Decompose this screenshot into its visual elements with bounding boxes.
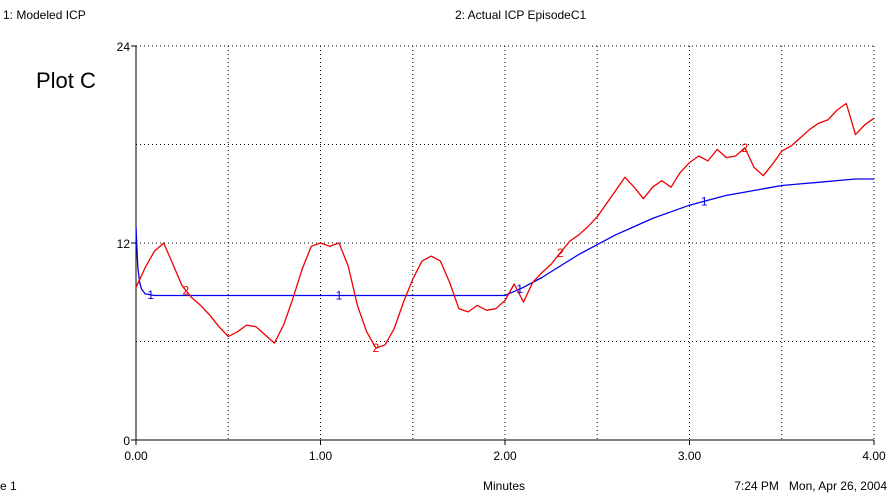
legend-series-1: 1: Modeled ICP <box>3 8 86 22</box>
page-fragment-label: e 1 <box>0 479 17 493</box>
x-tick-labels: 0.00 1.00 2.00 3.00 4.00 <box>124 449 886 463</box>
series-lines <box>135 102 875 349</box>
x-axis-unit-label: Minutes <box>483 479 525 493</box>
axes <box>131 45 875 445</box>
series-2-marker: 2 <box>373 341 380 355</box>
chart-title: Plot C <box>36 68 96 93</box>
y-tick-labels: 0 12 24 <box>117 40 131 448</box>
series-markers: 1 1 1 1 2 2 2 2 <box>147 141 748 355</box>
series-1-marker: 1 <box>336 289 343 303</box>
series-2-marker: 2 <box>557 246 564 260</box>
y-tick-label: 24 <box>117 40 131 54</box>
series-1-marker: 1 <box>147 288 154 302</box>
x-tick-label: 0.00 <box>124 449 148 463</box>
grid-lines <box>136 45 875 440</box>
series-2-marker: 2 <box>182 283 189 297</box>
series-line-1 <box>135 178 874 297</box>
x-tick-label: 3.00 <box>678 449 702 463</box>
y-tick-label: 12 <box>117 237 131 251</box>
series-2-marker: 2 <box>742 141 749 155</box>
x-tick-label: 2.00 <box>493 449 517 463</box>
series-line-2 <box>135 102 875 349</box>
x-tick-label: 1.00 <box>309 449 333 463</box>
timestamp-label: 7:24 PM Mon, Apr 26, 2004 <box>734 479 887 493</box>
series-1-marker: 1 <box>516 282 523 296</box>
series-1-marker: 1 <box>701 194 708 208</box>
x-tick-label: 4.00 <box>862 449 886 463</box>
legend-series-2: 2: Actual ICP EpisodeC1 <box>455 8 587 22</box>
y-tick-label: 0 <box>123 434 130 448</box>
